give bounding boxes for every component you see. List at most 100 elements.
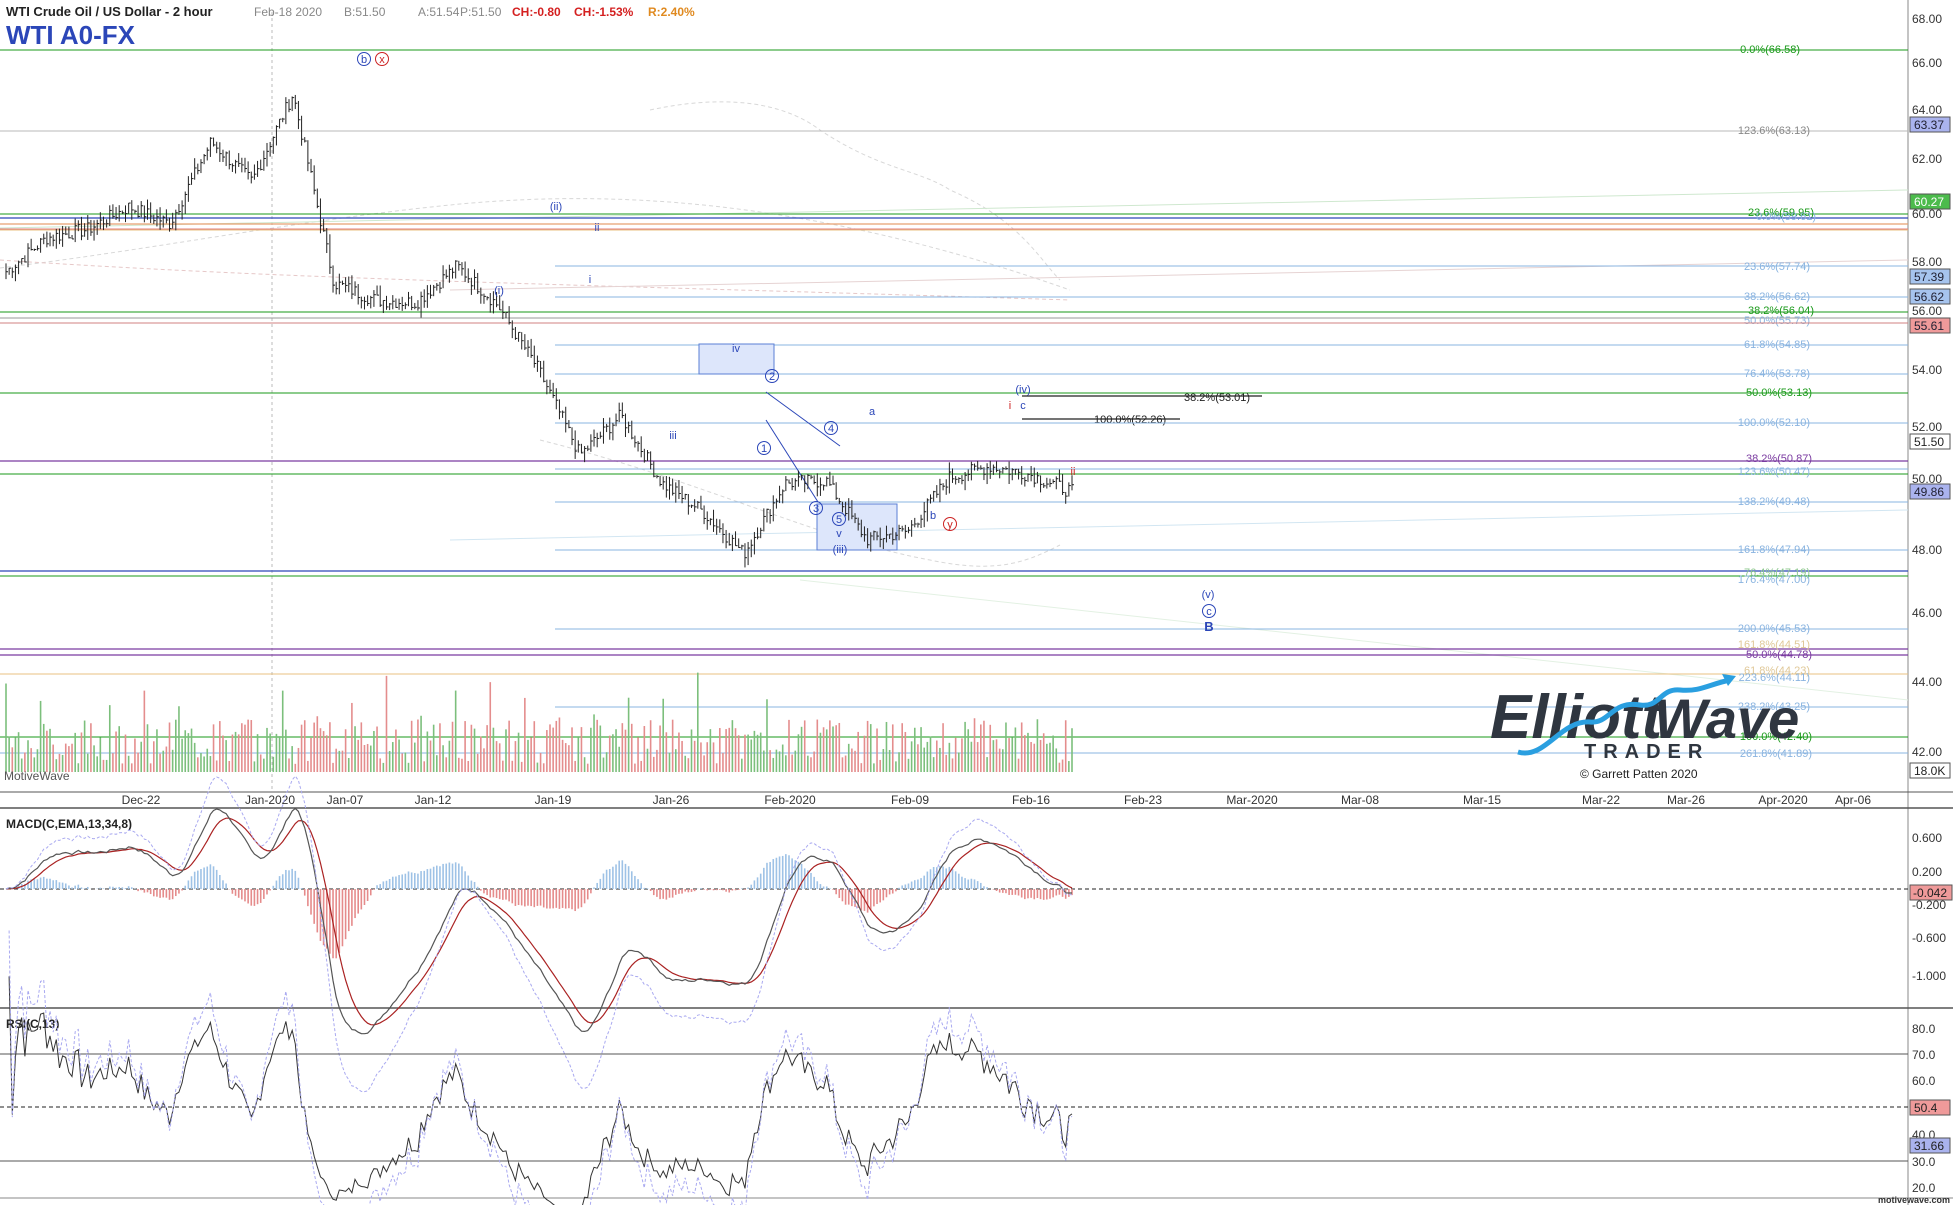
price-bar xyxy=(882,538,886,550)
volume-tag-box xyxy=(1909,762,1951,779)
price-bar xyxy=(1068,482,1071,497)
price-bar xyxy=(562,410,565,418)
price-bar xyxy=(373,290,376,307)
time-tick: Apr-2020 xyxy=(1758,793,1808,807)
price-bar xyxy=(84,223,87,237)
price-bar xyxy=(401,296,405,311)
price-bar xyxy=(703,505,707,525)
price-bar xyxy=(955,476,958,485)
logo-trader-text: TRADER xyxy=(1584,741,1709,763)
price-bar xyxy=(646,450,650,462)
price-bar xyxy=(376,285,380,296)
price-bar xyxy=(24,255,27,263)
wave-ii: ii xyxy=(595,222,600,234)
price-bar xyxy=(634,435,637,448)
price-bar xyxy=(414,302,417,310)
price-bar xyxy=(323,218,326,232)
wave-iii-box xyxy=(816,503,898,551)
price-bar xyxy=(137,205,141,218)
price-bar xyxy=(911,520,914,537)
price-bar xyxy=(1027,473,1030,482)
price-bar xyxy=(665,476,669,498)
price-bar xyxy=(791,477,795,491)
price-bar xyxy=(156,209,159,227)
wave-labels: b x (ii) ii (i) i iii iv 2 1 4 3 5 v (ii… xyxy=(357,52,1216,634)
price-tag-box xyxy=(1909,288,1951,305)
wave-v-paren: (v) xyxy=(1202,589,1215,601)
fib-label-100c: 100.0%(52.26) xyxy=(1094,414,1166,426)
price-bar xyxy=(741,544,744,550)
price-bar xyxy=(672,478,675,496)
elliott-wave-trader-logo: Elliott Wave TRADER © Garrett Patten 202… xyxy=(1490,674,1799,781)
fib-label-2618: 261.8%(41.89) xyxy=(1740,748,1812,760)
price-bar xyxy=(728,532,732,546)
price-bar xyxy=(898,524,902,541)
price-bar xyxy=(147,199,150,220)
price-bar xyxy=(316,188,320,209)
price-bar xyxy=(297,100,301,130)
price-bar xyxy=(159,207,163,230)
price-bar xyxy=(96,219,100,235)
header-date: Feb-18 2020 xyxy=(254,5,322,19)
time-tick: Mar-26 xyxy=(1667,793,1705,807)
price-bar xyxy=(508,306,512,325)
price-bar xyxy=(794,478,798,491)
price-bar xyxy=(87,215,90,240)
rsi-value: 50.4 xyxy=(1914,1101,1938,1115)
price-bar xyxy=(398,298,402,310)
channel-line-lower xyxy=(765,419,819,503)
wave-c-circle-label: c xyxy=(1206,606,1212,618)
header-ask: A:51.54 xyxy=(418,5,460,19)
fib-label-2236: 223.6%(44.11) xyxy=(1739,672,1810,684)
price-bar xyxy=(93,220,97,241)
price-bar xyxy=(540,360,543,378)
price-bar xyxy=(131,200,134,220)
price-bar xyxy=(687,494,691,515)
wave-i-paren: (i) xyxy=(494,285,504,297)
price-tick: 46.00 xyxy=(1912,606,1942,620)
price-bar xyxy=(385,295,389,310)
price-bar xyxy=(804,475,807,493)
price-bar xyxy=(165,209,169,224)
fib-label-618b: 61.8%(44.23) xyxy=(1744,665,1810,677)
price-bar xyxy=(187,176,191,202)
price-bar xyxy=(1018,468,1021,480)
header-bid: B:51.50 xyxy=(344,5,386,19)
time-tick: Mar-15 xyxy=(1463,793,1501,807)
price-bar xyxy=(1058,469,1062,482)
price-bar xyxy=(659,475,663,487)
price-bar xyxy=(580,443,584,454)
price-bar xyxy=(637,441,641,452)
price-bar xyxy=(313,165,317,195)
price-bar xyxy=(203,153,207,165)
price-bar xyxy=(489,293,493,313)
price-bar xyxy=(926,498,930,522)
price-tag: 49.86 xyxy=(1914,485,1944,499)
price-bar xyxy=(351,275,354,300)
price-bar xyxy=(889,533,892,540)
price-bar xyxy=(1002,467,1005,474)
time-tick: Feb-23 xyxy=(1124,793,1162,807)
price-bar xyxy=(511,320,515,339)
price-bar xyxy=(448,264,452,283)
price-bar xyxy=(555,388,559,410)
time-tick: Jan-12 xyxy=(415,793,452,807)
price-bar xyxy=(21,258,24,265)
price-bar xyxy=(970,461,974,481)
price-bar xyxy=(257,160,260,177)
wave-5-circle xyxy=(832,512,846,526)
price-bar xyxy=(524,334,527,351)
price-bar xyxy=(992,464,996,475)
fib-label-764: 76.4%(53.78) xyxy=(1744,368,1810,380)
macd-tick: -0.200 xyxy=(1912,898,1946,912)
price-bar xyxy=(191,172,194,185)
macd-axis: 0.600 0.200 -0.200 -0.600 -1.000 -0.042 xyxy=(1909,831,1953,983)
fib-label-382: 38.2%(56.62) xyxy=(1744,291,1810,303)
trendline-red xyxy=(449,259,1909,291)
price-tick: 54.00 xyxy=(1912,363,1942,377)
price-bar xyxy=(307,140,310,172)
price-bar xyxy=(389,302,392,311)
price-bar xyxy=(200,159,203,174)
